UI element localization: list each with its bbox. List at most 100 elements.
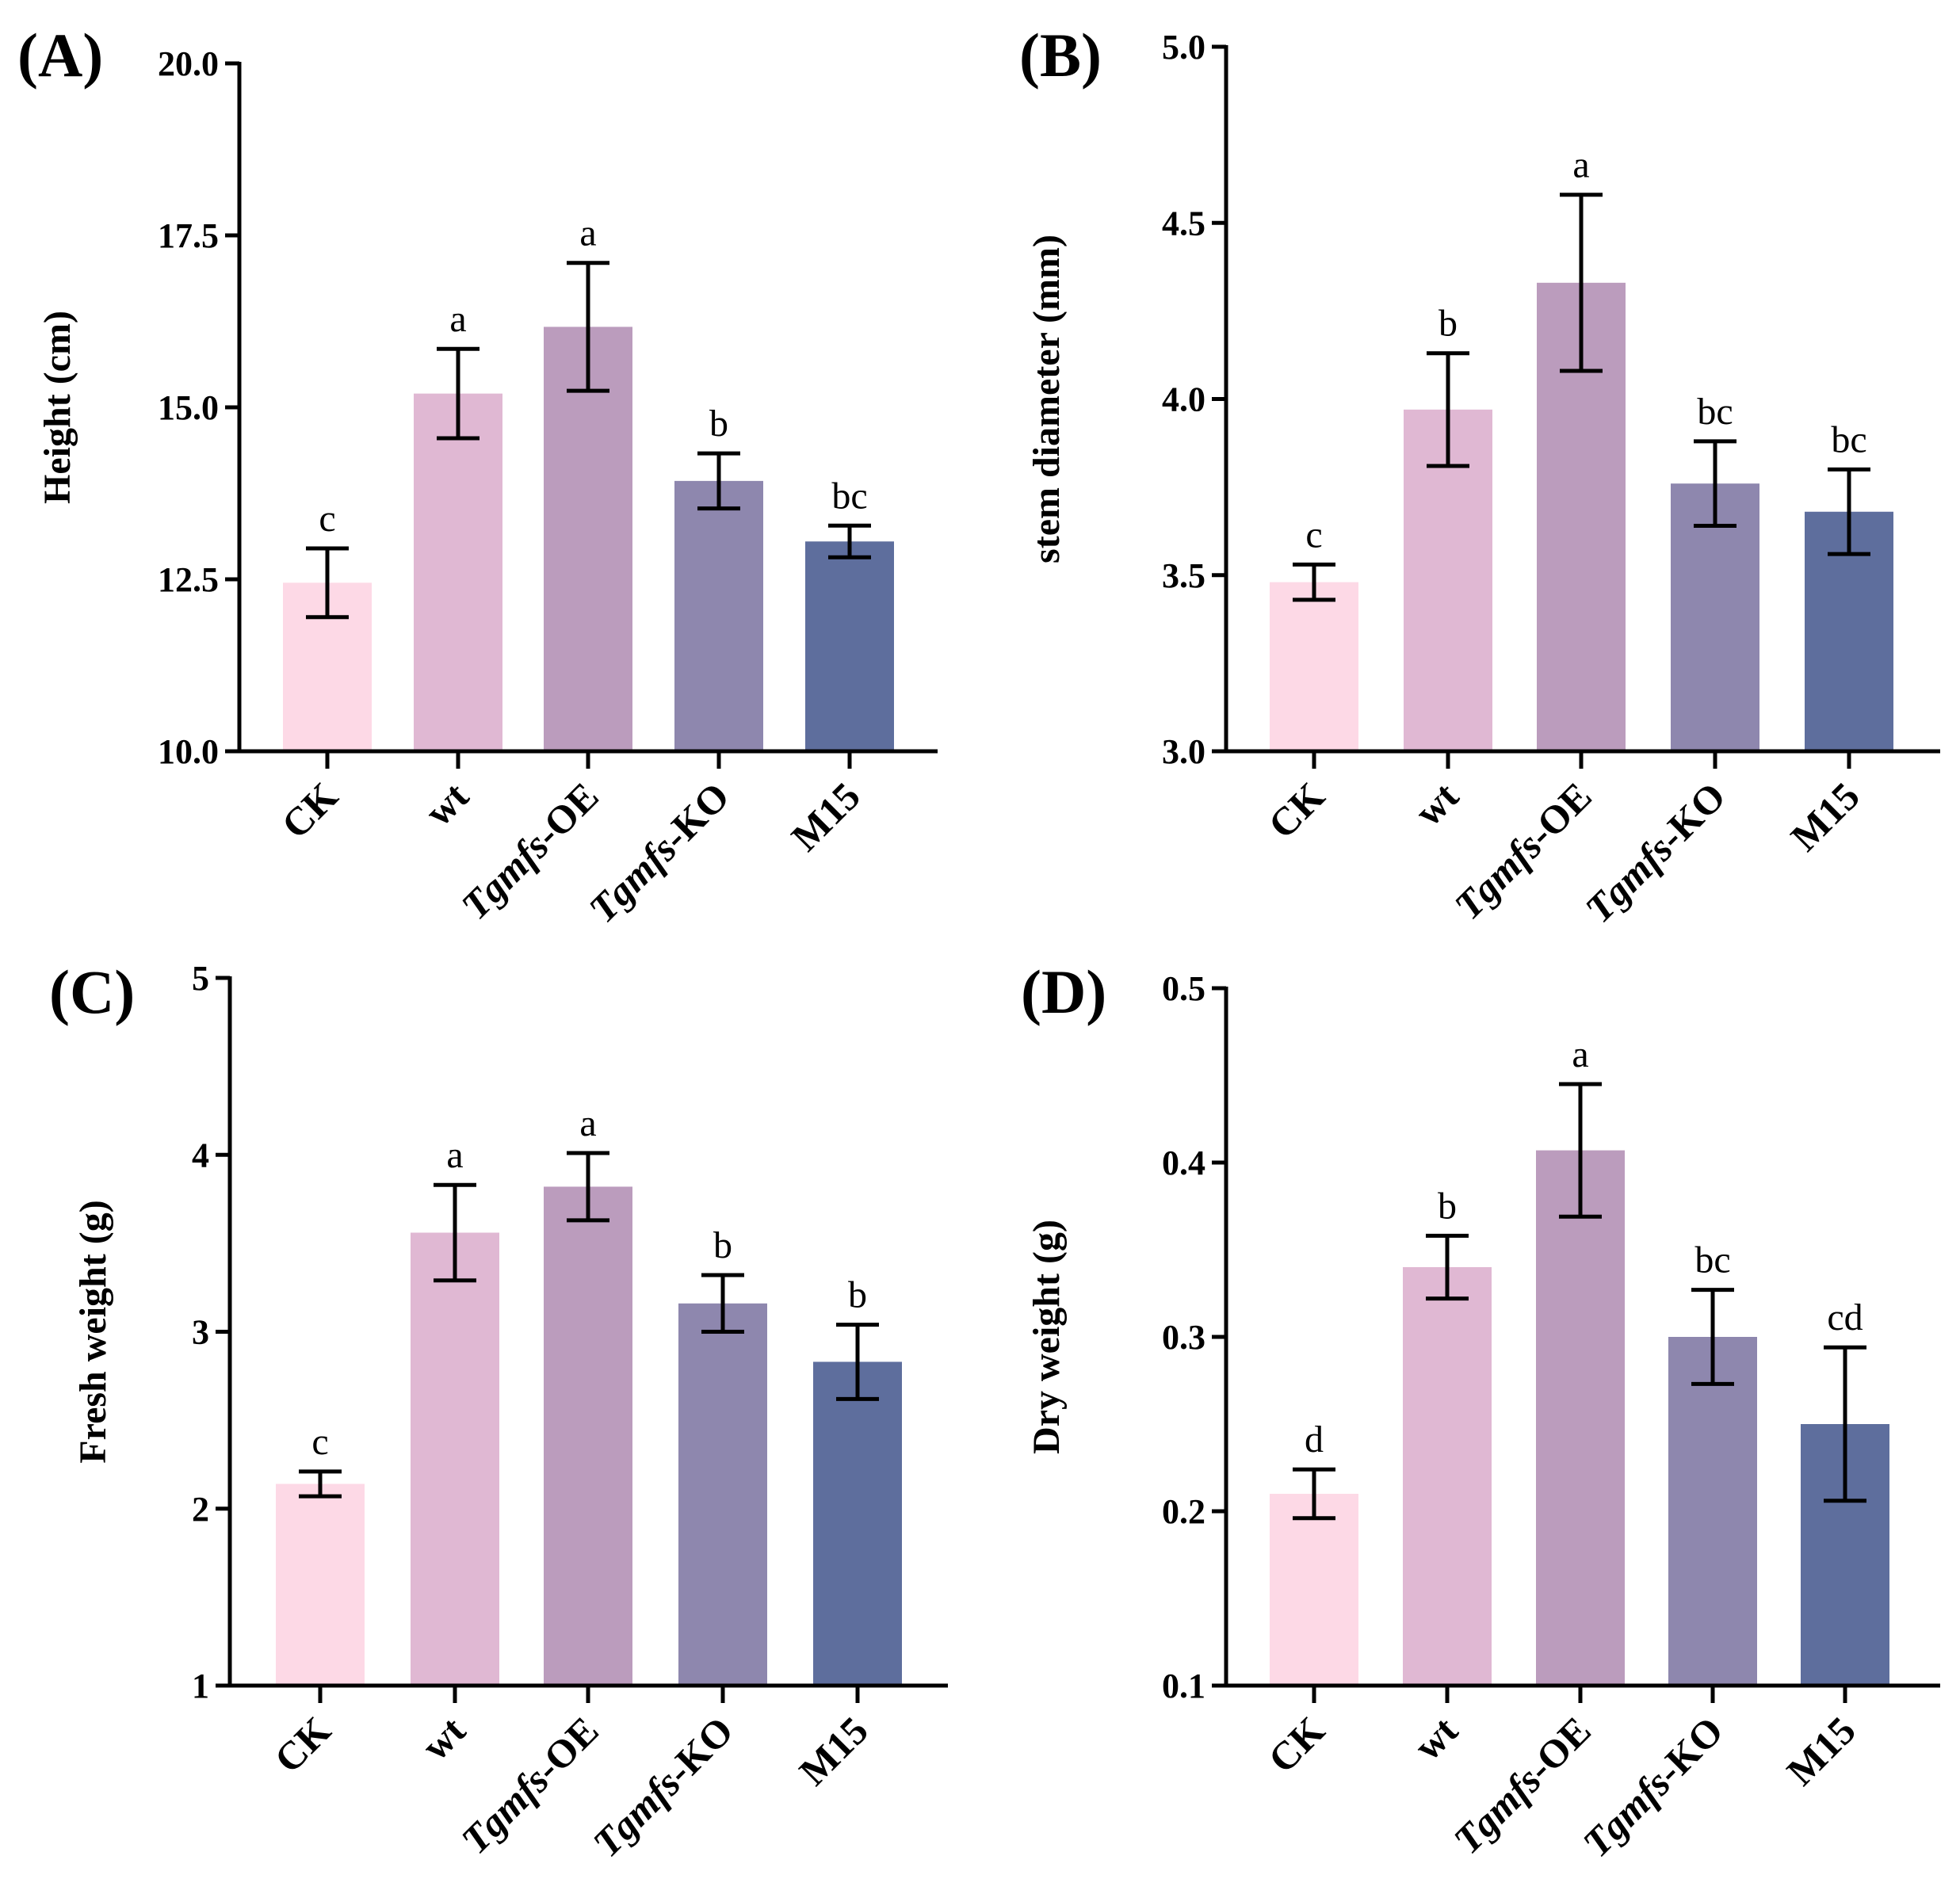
significance-letter: d [1305,1419,1324,1461]
y-tick-label: 4.5 [1162,204,1205,242]
error-bar [1560,193,1603,373]
error-bar [828,523,871,559]
significance-letter: b [848,1274,867,1316]
error-bar [1828,467,1870,556]
y-tick-label: 0.1 [1162,1667,1205,1705]
y-tick-label: 2 [192,1490,209,1529]
x-tick-label: Tgmfs-OE [1446,773,1600,928]
x-tick-label: Tgmfs-KO [584,1708,742,1865]
error-bar [437,346,479,441]
x-tick-label: CK [1259,1708,1333,1781]
bar [1270,1494,1358,1686]
x-tick-label: Tgmfs-OE [1445,1708,1599,1862]
panel-letter: (B) [1019,21,1102,90]
x-tick-label-text: wt [416,773,477,834]
significance-letter: a [449,298,466,340]
bar [1270,582,1358,751]
error-bar [1427,351,1469,468]
error-bar [1293,562,1335,602]
bar [544,1186,632,1686]
error-bar [1426,1233,1469,1301]
y-tick-label: 0.5 [1162,969,1205,1008]
y-axis-label: Height (cm) [36,311,78,504]
error-bar [567,261,609,393]
x-tick-label-text: CK [273,773,346,847]
significance-letter: c [319,498,335,540]
panel-letter: (A) [17,21,103,90]
panel-b: (B) stem diameter (mm) 3.0 3.5 4.0 4.5 5.0 c b a b… [1019,21,1940,931]
error-bar [697,451,740,511]
panel-a: (A) Height (cm) 10.0 12.5 15.0 17.5 20.0 c a a b bc… [17,21,938,931]
y-axis-label: Fresh weight (g) [72,1200,114,1463]
bar [544,326,632,752]
bar [414,393,502,751]
error-bar [1559,1082,1602,1219]
x-tick-label-text: CK [266,1708,339,1781]
bar [276,1484,365,1686]
x-tick-label: Tgmfs-KO [580,773,738,931]
bar [674,480,763,751]
x-tick-label: M15 [782,773,868,859]
y-tick-label: 0.2 [1162,1492,1205,1531]
y-tick-label: 3 [192,1313,209,1352]
error-bar [434,1182,476,1283]
x-tick-label-text: wt [413,1708,474,1769]
y-tick-label: 12.5 [158,560,219,599]
y-tick-label: 0.4 [1162,1144,1205,1182]
x-tick-label-text: M15 [782,773,868,859]
y-tick-label: 4.0 [1162,380,1205,419]
bar [1668,1337,1757,1686]
x-tick-label: Tgmfs-OE [453,773,607,928]
x-tick-label: wt [1405,1708,1466,1769]
x-tick-label-text: CK [1259,1708,1333,1781]
x-tick-label: M15 [1778,1708,1863,1793]
significance-letter: bc [1694,1239,1730,1281]
significance-letter: a [579,212,596,254]
error-bar [306,546,349,620]
x-tick-label-text: M15 [790,1708,876,1793]
x-tick-label: CK [273,773,346,847]
significance-letter: a [446,1134,463,1176]
error-bar [1691,1288,1734,1386]
error-bar [1293,1467,1335,1521]
significance-letter: bc [1697,391,1733,433]
panel-letter: (D) [1021,957,1106,1026]
significance-letter: b [1438,1185,1457,1227]
panel-d: (D) Dry weight (g) 0.1 0.2 0.3 0.4 0.5 d b a bc cd C… [1021,957,1940,1865]
y-tick-label: 10.0 [158,732,219,771]
error-bar [299,1469,342,1499]
x-tick-label-text: M15 [1778,1708,1863,1793]
bar [805,541,894,751]
significance-letter: c [311,1421,328,1463]
x-tick-label: Tgmfs-KO [1574,1708,1732,1865]
error-bar [567,1151,609,1223]
x-tick-label: M15 [1782,773,1867,859]
bar [813,1361,902,1686]
y-tick-label: 0.3 [1162,1318,1205,1357]
x-tick-label: CK [1259,773,1333,847]
panel-c: (C) Fresh weight (g) 1 2 3 4 5 c a a b b CK wtTgmfs-O… [49,957,948,1865]
x-tick-label-text: M15 [1782,773,1867,859]
x-tick-label: Tgmfs-KO [1576,773,1734,931]
significance-letter: b [713,1224,732,1266]
error-bar [701,1273,744,1334]
y-tick-label: 5.0 [1162,28,1205,67]
significance-letter: a [1572,1033,1588,1075]
x-tick-label: CK [266,1708,339,1781]
y-tick-label: 20.0 [158,44,219,83]
y-tick-label: 15.0 [158,388,219,427]
x-tick-label: wt [1406,773,1467,834]
y-tick-label: 17.5 [158,216,219,255]
x-tick-label: wt [413,1708,474,1769]
significance-letter: a [1572,144,1589,186]
y-tick-label: 4 [192,1136,209,1174]
significance-letter: bc [831,475,867,517]
bar [1671,483,1759,751]
y-tick-label: 5 [192,959,209,998]
bar [1403,1267,1492,1686]
y-tick-label: 3.0 [1162,732,1205,771]
y-tick-label: 1 [192,1667,209,1705]
x-tick-label: wt [416,773,477,834]
significance-letter: bc [1831,418,1866,460]
